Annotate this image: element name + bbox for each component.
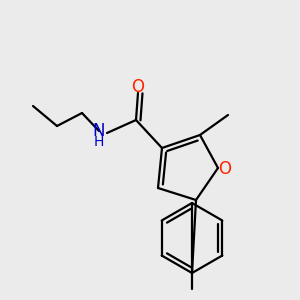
- Text: H: H: [94, 135, 104, 149]
- Text: N: N: [93, 122, 105, 140]
- Text: O: O: [218, 160, 232, 178]
- Text: O: O: [131, 78, 145, 96]
